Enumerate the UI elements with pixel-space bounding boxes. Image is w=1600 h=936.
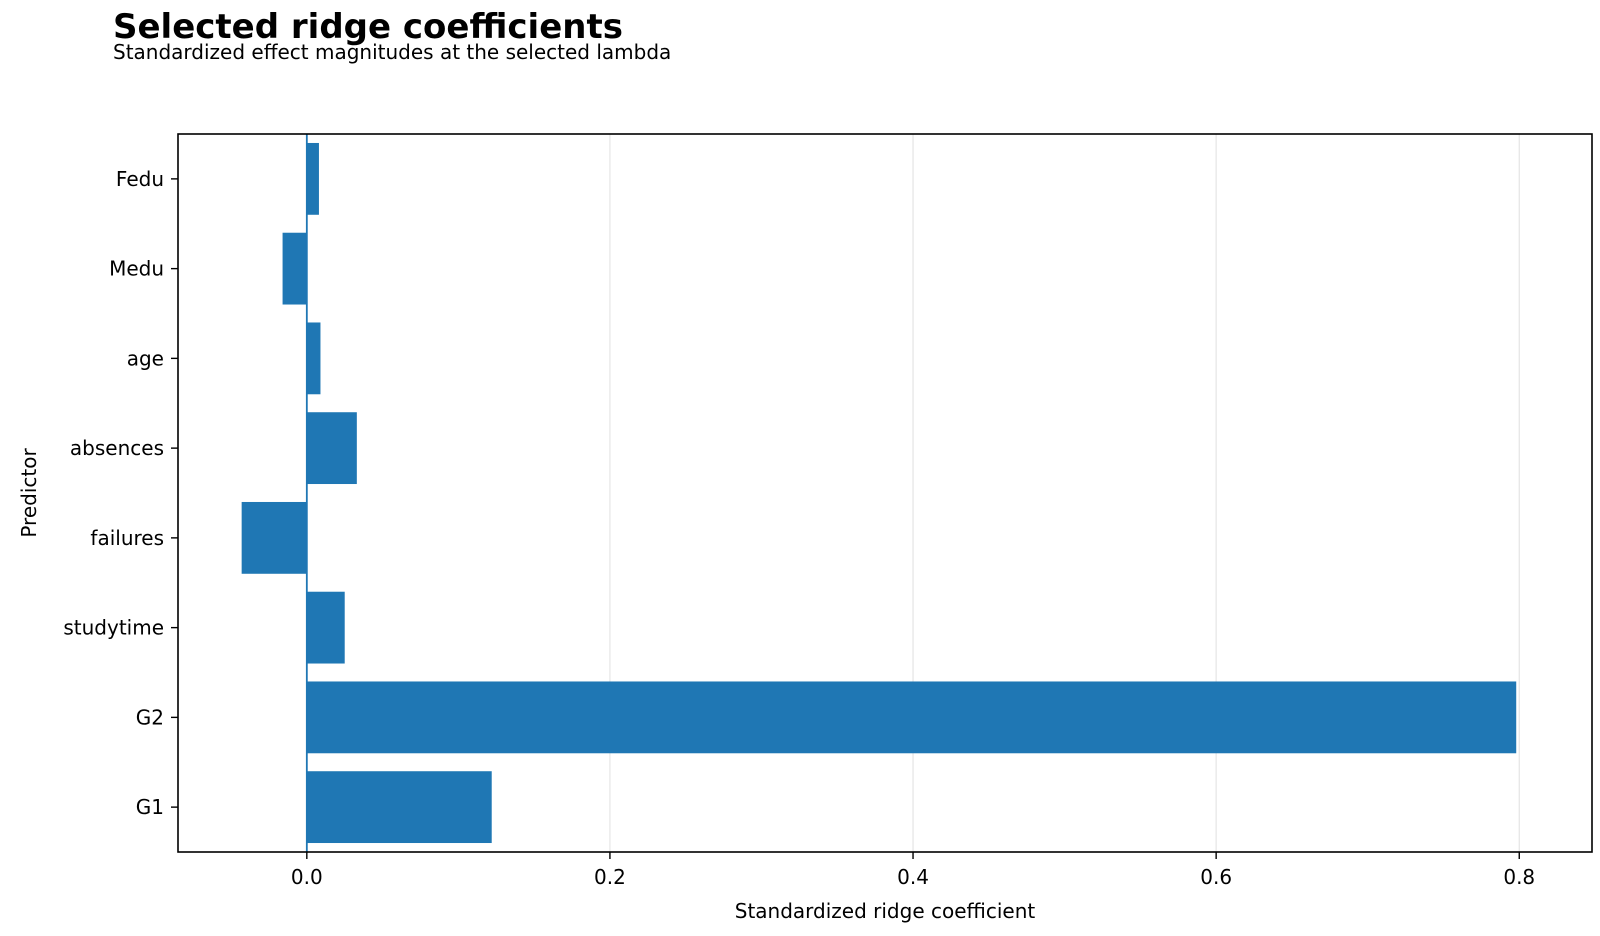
bar-G2	[306, 681, 1517, 754]
chart-title: Selected ridge coefficients	[113, 7, 623, 47]
y-axis-ticks: G1 G2 studytime failures absences age Medu Fedu	[63, 167, 178, 819]
chart-subtitle: Standardized effect magnitudes at the se…	[113, 40, 672, 64]
y-tick-label-age: age	[127, 346, 164, 370]
y-tick-label-absences: absences	[70, 436, 164, 460]
bar-Fedu	[306, 142, 319, 215]
bar-G1	[306, 771, 492, 844]
x-tick-label-3: 0.6	[1200, 865, 1232, 889]
plot-frame	[177, 133, 1593, 853]
y-tick-label-G1: G1	[136, 795, 164, 819]
y-axis-label: Predictor	[17, 448, 41, 538]
bar-Medu	[282, 232, 307, 305]
x-tick-label-0: 0.0	[291, 865, 323, 889]
x-tick-label-1: 0.2	[594, 865, 626, 889]
x-axis-ticks: 0.0 0.2 0.4 0.6 0.8	[291, 852, 1535, 889]
bar-absences	[306, 412, 357, 485]
y-tick-label-G2: G2	[136, 705, 164, 729]
y-tick-label-Fedu: Fedu	[116, 167, 164, 191]
bars	[241, 142, 1517, 844]
y-tick-label-Medu: Medu	[109, 257, 164, 281]
bar-age	[306, 322, 321, 395]
x-tick-label-2: 0.4	[897, 865, 929, 889]
bar-failures	[241, 501, 307, 574]
y-tick-label-failures: failures	[90, 526, 164, 550]
bar-studytime	[306, 591, 345, 664]
y-tick-label-studytime: studytime	[63, 616, 164, 640]
x-axis-label: Standardized ridge coefficient	[735, 899, 1036, 923]
x-tick-label-4: 0.8	[1503, 865, 1535, 889]
